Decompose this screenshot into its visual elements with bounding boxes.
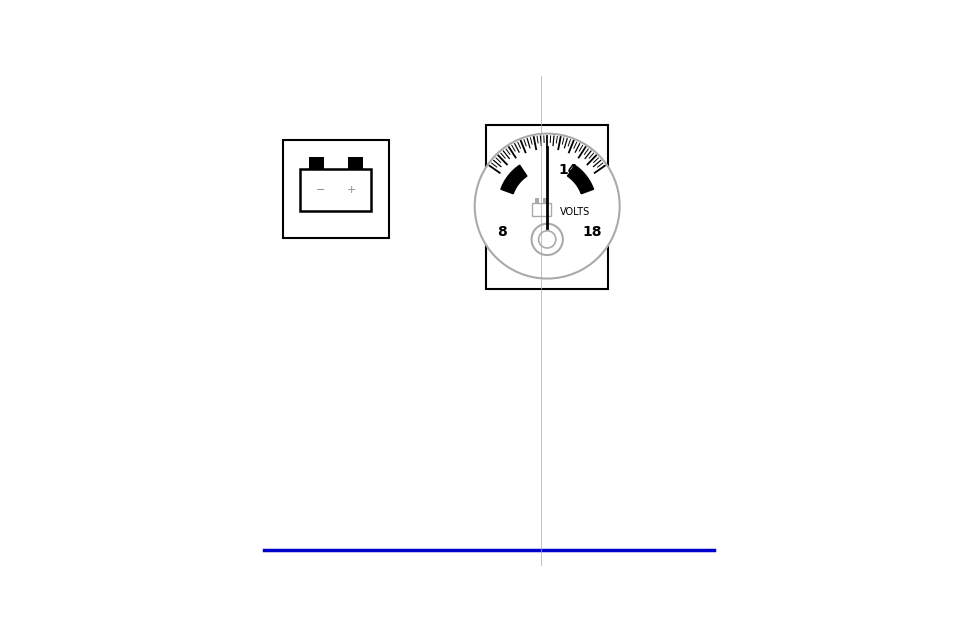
Bar	[309, 157, 324, 169]
Bar	[535, 198, 538, 203]
Circle shape	[538, 231, 556, 248]
Bar	[485, 125, 608, 289]
Text: VOLTS: VOLTS	[559, 207, 590, 217]
Text: −: −	[315, 185, 325, 195]
Text: +: +	[347, 185, 355, 195]
Bar	[300, 169, 371, 211]
Bar	[531, 203, 551, 216]
Text: 18: 18	[582, 225, 601, 239]
Text: 8: 8	[497, 225, 506, 239]
Bar	[283, 140, 388, 238]
Circle shape	[475, 134, 619, 279]
Polygon shape	[500, 165, 526, 194]
Circle shape	[531, 224, 562, 255]
Text: 14: 14	[558, 163, 577, 177]
Bar	[348, 157, 362, 169]
Polygon shape	[567, 165, 593, 194]
Bar	[543, 198, 547, 203]
